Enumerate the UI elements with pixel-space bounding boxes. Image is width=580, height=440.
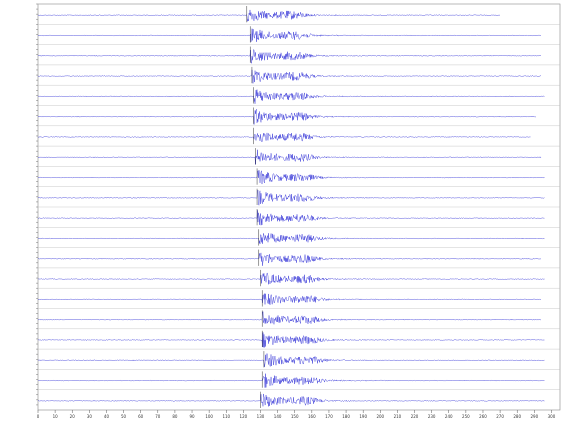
waveform (37, 170, 545, 185)
x-tick-label: 260 (479, 414, 487, 419)
waveform (37, 109, 537, 125)
x-tick-label: 230 (428, 414, 436, 419)
waveform (37, 69, 542, 84)
waveform (37, 149, 542, 165)
waveform (37, 132, 531, 142)
x-tick-label: 20 (70, 414, 76, 419)
x-tick-label: 110 (222, 414, 230, 419)
x-tick-label: 140 (274, 414, 282, 419)
x-tick-label: 60 (138, 414, 144, 419)
x-tick-label: 160 (308, 414, 316, 419)
waveform (37, 9, 501, 22)
waveform (37, 272, 545, 285)
waveform (37, 49, 542, 64)
x-tick-label: 70 (155, 414, 161, 419)
waveform (37, 393, 545, 407)
x-tick-label: 130 (257, 414, 265, 419)
waveform (37, 332, 545, 348)
x-tick-label: 220 (411, 414, 419, 419)
waveform (37, 373, 545, 388)
x-tick-label: 120 (240, 414, 248, 419)
x-tick-label: 200 (376, 414, 384, 419)
x-tick-label: 0 (37, 414, 40, 419)
x-tick-label: 90 (189, 414, 195, 419)
waveform (37, 190, 545, 206)
x-tick-label: 280 (513, 414, 521, 419)
x-tick-label: 290 (531, 414, 539, 419)
x-tick-label: 100 (205, 414, 213, 419)
waveform (37, 293, 542, 305)
waveform (37, 28, 542, 42)
x-tick-label: 210 (394, 414, 402, 419)
x-tick-label: 270 (496, 414, 504, 419)
x-tick-label: 50 (121, 414, 127, 419)
waveform (37, 311, 542, 325)
waveform (37, 352, 545, 368)
x-tick-label: 80 (172, 414, 178, 419)
x-tick-label: 250 (462, 414, 470, 419)
waveform (37, 89, 545, 104)
waveform (37, 252, 542, 266)
x-tick-label: 40 (104, 414, 110, 419)
x-tick-label: 240 (445, 414, 453, 419)
x-tick-label: 10 (53, 414, 59, 419)
waveform (37, 210, 545, 226)
x-tick-label: 30 (87, 414, 93, 419)
x-tick-label: 170 (325, 414, 333, 419)
x-tick-label: 300 (548, 414, 556, 419)
x-tick-label: 150 (291, 414, 299, 419)
x-tick-label: 180 (342, 414, 350, 419)
x-tick-label: 190 (359, 414, 367, 419)
waveform (37, 232, 545, 245)
